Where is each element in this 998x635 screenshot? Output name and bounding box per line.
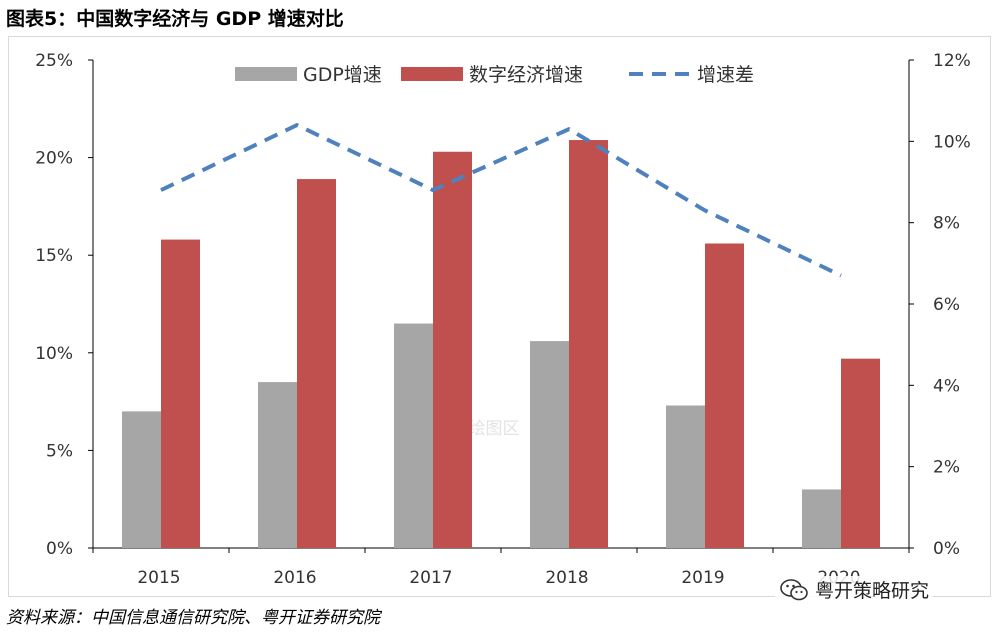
axes-group (88, 59, 914, 553)
bar-gdp-2020 (802, 489, 841, 548)
wechat-watermark: 粤开策略研究 (775, 576, 934, 603)
bar-gdp-2018 (530, 341, 569, 548)
y-right-tick-label: 2% (933, 458, 960, 478)
plot-area-label-group: 绘图区 (469, 419, 520, 439)
bar-gdp-2017 (394, 323, 433, 548)
source-note: 资料来源：中国信息通信研究院、粤开证券研究院 (6, 608, 380, 628)
y-left-tick-label: 0% (46, 539, 73, 559)
line-spread-series (160, 123, 842, 278)
x-tick-label: 2016 (273, 568, 316, 588)
bar-digital-2018 (569, 140, 608, 549)
y-right-tick-label: 6% (933, 295, 960, 315)
y-right-tick-label: 12% (933, 51, 971, 71)
legend-label-0: GDP增速 (303, 64, 382, 86)
legend-swatch-1 (401, 67, 463, 81)
y-right-tick-label: 4% (933, 376, 960, 396)
y-right-tick-label: 0% (933, 539, 960, 559)
x-tick-label: 2017 (409, 568, 452, 588)
legend-swatch-0 (235, 67, 297, 81)
bar-digital-2015 (161, 239, 200, 549)
bar-gdp-2015 (122, 411, 161, 548)
x-tick-label: 2018 (545, 568, 588, 588)
line-group (160, 123, 842, 278)
bar-digital-2016 (297, 179, 336, 548)
y-left-tick-label: 25% (35, 51, 73, 71)
x-tick-label: 2019 (681, 568, 724, 588)
watermark-text: 粤开策略研究 (815, 580, 930, 602)
plot-area-label: 绘图区 (469, 419, 520, 439)
legend-label-1: 数字经济增速 (469, 64, 583, 86)
chart-svg: 绘图区 0% 5% 10% 15% 20% 25% 0% 2% 4% 6% 8% 10% 12% 2015… (35, 51, 971, 588)
bar-digital-2017 (433, 151, 472, 548)
bar-gdp-2016 (258, 382, 297, 548)
y-left-tick-label: 20% (35, 149, 73, 169)
legend-group: GDP增速 数字经济增速 增速差 (235, 64, 754, 86)
bars-group (122, 140, 880, 549)
y-right-tick-label: 8% (933, 214, 960, 234)
legend-label-2: 增速差 (697, 64, 754, 86)
bar-digital-2019 (705, 243, 744, 548)
tick-labels-group: 0% 5% 10% 15% 20% 25% 0% 2% 4% 6% 8% 10% 12% 2015 2016… (35, 51, 971, 588)
y-left-tick-label: 15% (35, 246, 73, 266)
chart-frame: 绘图区 0% 5% 10% 15% 20% 25% 0% 2% 4% 6% 8% 10% 12% 2015… (8, 36, 991, 597)
bar-digital-2020 (841, 358, 880, 548)
wechat-icon (780, 578, 808, 600)
y-right-tick-label: 10% (933, 132, 971, 152)
bar-gdp-2019 (666, 405, 705, 548)
y-left-tick-label: 10% (35, 344, 73, 364)
figure-title: 图表5：中国数字经济与 GDP 增速对比 (6, 8, 344, 30)
x-tick-label: 2015 (137, 568, 180, 588)
y-left-tick-label: 5% (46, 441, 73, 461)
